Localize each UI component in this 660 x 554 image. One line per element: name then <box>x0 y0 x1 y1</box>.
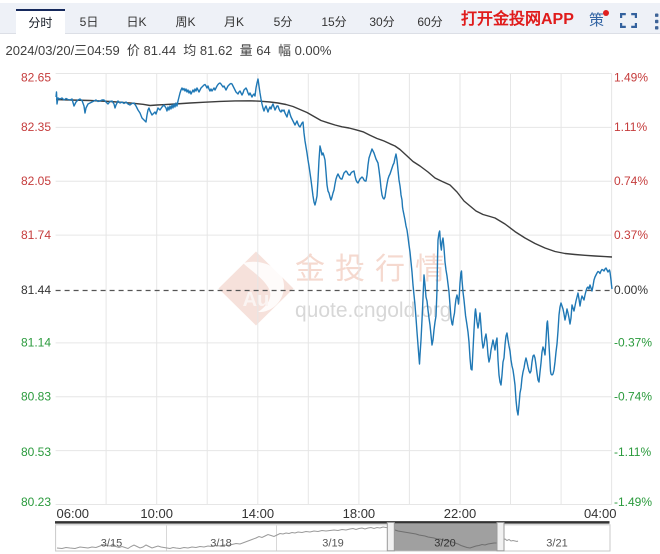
svg-text:3/18: 3/18 <box>210 538 231 550</box>
svg-text:80.23: 80.23 <box>21 495 51 509</box>
svg-text:81.74: 81.74 <box>21 228 51 242</box>
svg-text:3/15: 3/15 <box>101 538 122 550</box>
svg-text:-1.11%: -1.11% <box>614 445 651 459</box>
svg-text:80.53: 80.53 <box>21 445 51 459</box>
svg-text:1.11%: 1.11% <box>614 120 647 134</box>
svg-text:金投行情: 金投行情 <box>295 253 455 286</box>
svg-text:3/20: 3/20 <box>434 538 455 550</box>
svg-text:82.35: 82.35 <box>21 120 51 134</box>
svg-text:04:00: 04:00 <box>584 506 617 521</box>
svg-text:81.44: 81.44 <box>21 283 51 297</box>
svg-text:18:00: 18:00 <box>343 506 376 521</box>
svg-text:-0.74%: -0.74% <box>614 389 652 403</box>
svg-text:14:00: 14:00 <box>242 506 275 521</box>
svg-text:22:00: 22:00 <box>444 506 477 521</box>
svg-text:82.65: 82.65 <box>21 71 51 85</box>
svg-text:3/19: 3/19 <box>322 538 343 550</box>
svg-text:80.83: 80.83 <box>21 389 51 403</box>
svg-text:Au: Au <box>243 289 270 311</box>
svg-text:0.37%: 0.37% <box>614 228 648 242</box>
svg-text:-0.37%: -0.37% <box>614 336 652 350</box>
svg-text:-1.49%: -1.49% <box>614 495 652 509</box>
svg-text:0.74%: 0.74% <box>614 174 648 188</box>
svg-text:82.05: 82.05 <box>21 174 51 188</box>
svg-text:0.00%: 0.00% <box>614 283 648 297</box>
svg-text:3/21: 3/21 <box>546 538 567 550</box>
svg-text:10:00: 10:00 <box>140 506 173 521</box>
svg-text:quote.cngold.org: quote.cngold.org <box>295 299 451 322</box>
svg-text:1.49%: 1.49% <box>614 71 648 85</box>
svg-text:06:00: 06:00 <box>57 506 90 521</box>
svg-text:81.14: 81.14 <box>21 336 51 350</box>
